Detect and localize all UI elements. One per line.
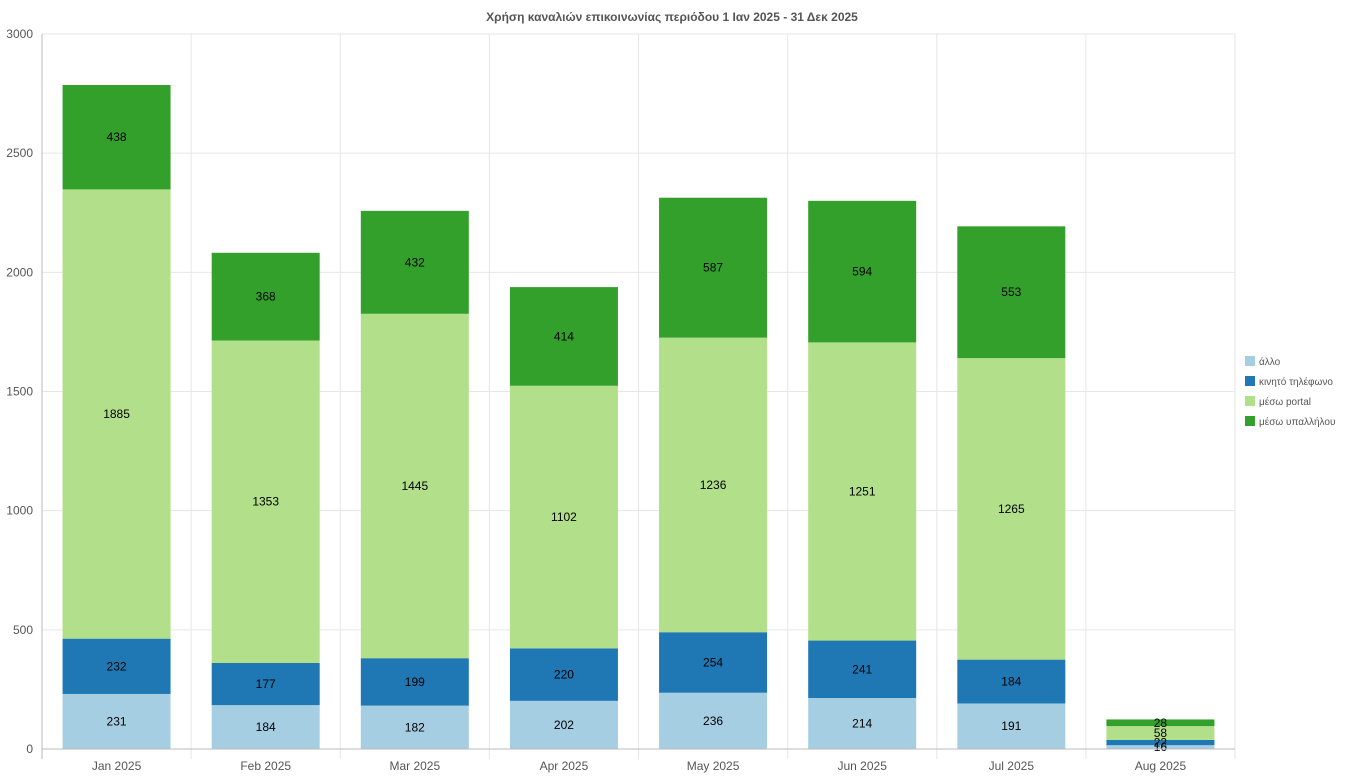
bar-segment[interactable] — [211, 252, 320, 341]
data-label: 214 — [852, 716, 872, 730]
data-label: 232 — [107, 659, 127, 673]
grid-lines — [41, 33, 1236, 759]
data-label: 236 — [703, 714, 723, 728]
data-label: 16 — [1154, 740, 1168, 754]
bar-segment[interactable] — [62, 638, 171, 694]
x-tick-label: Feb 2025 — [240, 759, 291, 773]
data-label: 58 — [1154, 726, 1168, 740]
data-label: 368 — [256, 290, 276, 304]
data-label: 1353 — [252, 495, 279, 509]
data-label: 1102 — [551, 510, 577, 524]
data-labels: 231 232 1885 438 184 177 1353 368 182 199 1445 432 2… — [103, 130, 1167, 754]
bar-segment[interactable] — [808, 342, 917, 641]
bar-segment[interactable] — [1106, 719, 1215, 727]
legend: άλλο κινητό τηλέφωνο μέσω portal μέσω υπαλλ… — [1245, 356, 1335, 428]
x-tick-label: May 2025 — [687, 759, 740, 773]
data-label: 28 — [1154, 716, 1168, 730]
axes: 0 500 1000 1500 2000 2500 3000 Jan 2025 Feb 2025… — [6, 27, 1235, 773]
data-label: 1236 — [700, 478, 727, 492]
data-label: 414 — [554, 329, 574, 343]
data-label: 184 — [1001, 675, 1021, 689]
x-tick-label: Aug 2025 — [1135, 759, 1187, 773]
bar-segment[interactable] — [659, 197, 768, 338]
bar-segment[interactable] — [211, 705, 320, 749]
x-tick-label: Jul 2025 — [989, 759, 1035, 773]
data-label: 1265 — [998, 502, 1025, 516]
bar-segment[interactable] — [659, 692, 768, 749]
bar-segment[interactable] — [957, 226, 1066, 359]
bar-segment[interactable] — [808, 640, 917, 698]
data-label: 184 — [256, 720, 276, 734]
data-label: 432 — [405, 255, 425, 269]
legend-label[interactable]: κινητό τηλέφωνο — [1259, 376, 1333, 388]
y-tick-label: 2500 — [6, 146, 33, 160]
bar-segment[interactable] — [360, 658, 469, 706]
data-label: 241 — [852, 662, 872, 676]
bar-segment[interactable] — [62, 693, 171, 749]
legend-swatch[interactable] — [1245, 356, 1255, 366]
bar-segment[interactable] — [509, 648, 618, 701]
x-tick-label: Jan 2025 — [92, 759, 142, 773]
bar-segment[interactable] — [211, 340, 320, 663]
bar-segment[interactable] — [360, 705, 469, 749]
legend-swatch[interactable] — [1245, 376, 1255, 386]
bar-segment[interactable] — [808, 200, 917, 343]
legend-label[interactable]: άλλο — [1259, 356, 1281, 368]
bar-segment[interactable] — [62, 189, 171, 639]
bars — [62, 85, 1215, 749]
data-label: 191 — [1001, 719, 1021, 733]
bar-segment[interactable] — [1106, 726, 1215, 740]
legend-label[interactable]: μέσω portal — [1259, 396, 1311, 408]
bar-segment[interactable] — [509, 287, 618, 386]
bar-segment[interactable] — [360, 313, 469, 659]
data-label: 587 — [703, 261, 723, 275]
data-label: 177 — [256, 677, 276, 691]
legend-swatch[interactable] — [1245, 416, 1255, 426]
bar-segment[interactable] — [808, 697, 917, 749]
data-label: 553 — [1001, 285, 1021, 299]
data-label: 182 — [405, 720, 425, 734]
x-tick-label: Mar 2025 — [389, 759, 440, 773]
legend-label[interactable]: μέσω υπαλλήλου — [1259, 416, 1335, 428]
y-tick-label: 3000 — [6, 27, 33, 41]
bar-segment[interactable] — [62, 85, 171, 190]
bar-segment[interactable] — [659, 632, 768, 693]
data-label: 594 — [852, 265, 872, 279]
data-label: 231 — [107, 714, 127, 728]
bar-segment[interactable] — [957, 703, 1066, 749]
y-tick-label: 0 — [26, 742, 33, 756]
data-label: 438 — [107, 130, 127, 144]
bar-segment[interactable] — [1106, 745, 1215, 749]
legend-swatch[interactable] — [1245, 396, 1255, 406]
data-label: 1885 — [103, 407, 130, 421]
data-label: 1251 — [849, 484, 876, 498]
bar-segment[interactable] — [509, 385, 618, 649]
data-label: 202 — [554, 718, 574, 732]
bar-segment[interactable] — [957, 358, 1066, 660]
data-label: 220 — [554, 668, 574, 682]
y-tick-label: 2000 — [6, 265, 33, 279]
bar-segment[interactable] — [211, 662, 320, 706]
bar-segment[interactable] — [957, 659, 1066, 704]
data-label: 22 — [1154, 736, 1168, 750]
data-label: 254 — [703, 655, 723, 669]
y-tick-label: 1500 — [6, 385, 33, 399]
bar-segment[interactable] — [360, 210, 469, 314]
bar-segment[interactable] — [659, 337, 768, 633]
chart-title: Χρήση καναλιών επικοινωνίας περιόδου 1 Ι… — [486, 10, 858, 24]
x-tick-label: Apr 2025 — [540, 759, 589, 773]
bar-segment[interactable] — [1106, 739, 1215, 746]
y-tick-label: 1000 — [6, 504, 33, 518]
data-label: 1445 — [401, 479, 428, 493]
y-tick-label: 500 — [13, 623, 33, 637]
data-label: 199 — [405, 675, 425, 689]
x-tick-label: Jun 2025 — [837, 759, 887, 773]
bar-segment[interactable] — [509, 700, 618, 749]
